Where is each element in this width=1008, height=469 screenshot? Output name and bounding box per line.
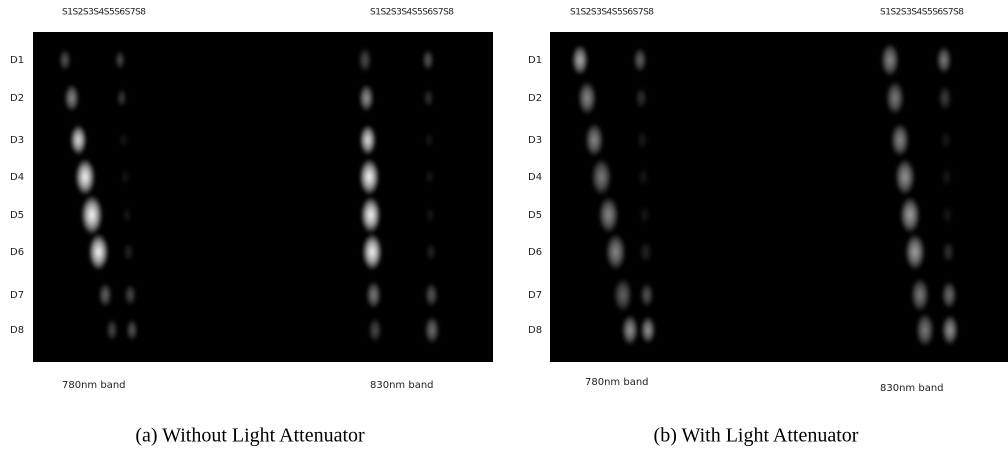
signal-blob	[591, 158, 611, 195]
image-background	[33, 32, 493, 362]
signal-blob	[424, 316, 439, 344]
signal-blob	[423, 89, 433, 108]
band-label: 780nm band	[585, 377, 649, 388]
signal-blob	[942, 315, 959, 346]
signal-blob	[942, 241, 954, 263]
signal-blob	[361, 196, 381, 233]
detector-label: D5	[10, 210, 24, 221]
detector-label: D6	[10, 247, 24, 258]
signal-blob	[633, 48, 647, 73]
signal-blob	[941, 281, 956, 309]
signal-blob	[119, 132, 128, 148]
signal-blob	[881, 43, 900, 77]
signal-blob	[64, 84, 79, 112]
detector-label: D3	[528, 135, 542, 146]
source-label: S1S2S3S4S5S6S7S8	[370, 8, 454, 18]
signal-blob	[942, 206, 952, 225]
signal-blob	[123, 207, 132, 223]
detector-label: D8	[10, 325, 24, 336]
image-panel: S1S2S3S4S5S6S7S8 S1S2S3S4S5S6S7S8 D1 D2 D3 D4…	[10, 8, 493, 447]
signal-blob	[640, 283, 654, 308]
image-panel: S1S2S3S4S5S6S7S8 S1S2S3S4S5S6S7S8 D1 D2 D3 D4…	[528, 8, 1008, 447]
signal-blob	[900, 196, 920, 233]
signal-blob	[895, 158, 915, 195]
detector-label: D8	[528, 325, 542, 336]
image-background	[550, 32, 1008, 362]
signal-blob	[126, 319, 138, 341]
signal-blob	[891, 123, 910, 157]
signal-blob	[638, 168, 648, 187]
signal-blob	[640, 241, 652, 263]
figure: S1S2S3S4S5S6S7S8 S1S2S3S4S5S6S7S8 D1 D2 D3 D4…	[0, 0, 1008, 469]
detector-label: D6	[528, 247, 542, 258]
signal-blob	[117, 89, 127, 108]
detector-label: D7	[528, 290, 542, 301]
signal-blob	[585, 123, 604, 157]
signal-blob	[941, 168, 951, 187]
detector-label: D2	[528, 93, 542, 104]
signal-blob	[123, 243, 133, 262]
signal-blob	[614, 278, 633, 312]
source-label: S1S2S3S4S5S6S7S8	[62, 8, 146, 18]
signal-blob	[905, 233, 925, 270]
signal-blob	[911, 278, 930, 312]
signal-blob	[362, 233, 382, 270]
signal-blob	[98, 283, 112, 308]
signal-blob	[941, 131, 951, 150]
signal-blob	[359, 158, 379, 195]
detector-label: D4	[10, 172, 24, 183]
signal-blob	[88, 233, 108, 270]
signal-blob	[422, 49, 434, 71]
signal-blob	[606, 233, 626, 270]
signal-blob	[936, 46, 951, 74]
signal-blob	[70, 125, 87, 156]
signal-blob	[572, 45, 589, 76]
signal-blob	[75, 158, 95, 195]
detector-label: D4	[528, 172, 542, 183]
signal-blob	[639, 206, 649, 225]
signal-blob	[359, 84, 374, 112]
signal-blob	[121, 169, 129, 185]
band-label: 830nm band	[370, 380, 434, 391]
detector-label: D2	[10, 93, 24, 104]
detector-label: D1	[10, 55, 24, 66]
signal-blob	[368, 318, 382, 343]
detector-label: D3	[10, 135, 24, 146]
signal-blob	[938, 86, 952, 111]
signal-blob	[598, 196, 618, 233]
signal-blob	[425, 132, 434, 148]
signal-blob	[115, 51, 125, 70]
signal-blob	[359, 125, 376, 156]
signal-blob	[358, 48, 372, 73]
detector-label: D1	[528, 55, 542, 66]
signal-blob	[366, 281, 381, 309]
signal-blob	[81, 195, 103, 235]
signal-blob	[622, 315, 639, 346]
band-label: 780nm band	[62, 380, 126, 391]
caption: (a) Without Light Attenuator	[135, 425, 365, 447]
signal-blob	[916, 313, 935, 347]
source-label: S1S2S3S4S5S6S7S8	[570, 8, 654, 18]
signal-blob	[637, 131, 647, 150]
signal-blob	[425, 169, 434, 185]
signal-blob	[635, 87, 647, 109]
signal-blob	[886, 81, 905, 115]
signal-blob	[640, 316, 655, 344]
detector-label: D5	[528, 210, 542, 221]
signal-blob	[59, 49, 71, 71]
source-label: S1S2S3S4S5S6S7S8	[880, 8, 964, 18]
caption: (b) With Light Attenuator	[654, 425, 859, 447]
signal-blob	[578, 81, 597, 115]
signal-blob	[426, 243, 436, 262]
signal-blob	[425, 283, 439, 308]
signal-blob	[106, 319, 118, 341]
detector-label: D7	[10, 290, 24, 301]
signal-blob	[124, 284, 136, 306]
band-label: 830nm band	[880, 383, 944, 394]
signal-blob	[426, 207, 435, 223]
